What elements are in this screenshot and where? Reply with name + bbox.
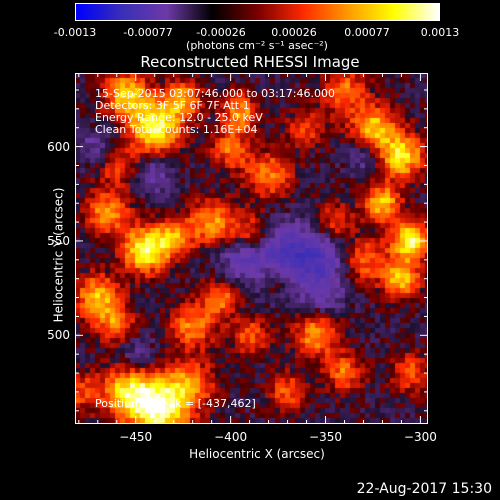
x-axis-label: Heliocentric X (arcsec) <box>189 447 325 461</box>
x-tick-label: −400 <box>214 430 248 444</box>
colorbar-tick-label: 0.00026 <box>271 26 317 39</box>
chart-title: Reconstructed RHESSI Image <box>140 53 360 71</box>
footer-timestamp: 22-Aug-2017 15:30 <box>356 481 492 497</box>
colorbar-tick-label: 0.0013 <box>420 26 460 39</box>
x-tick-label: −350 <box>309 430 342 444</box>
colorbar <box>75 3 440 21</box>
colorbar-unit-label: (photons cm⁻² s⁻¹ asec⁻²) <box>186 39 328 52</box>
peak-position-label: Position of Peak = [-437,462] <box>95 397 256 410</box>
info-line: Detectors: 3F 5F 6F 7F Att 1 <box>95 99 250 112</box>
colorbar-tick-label: 0.00077 <box>344 26 390 39</box>
x-tick-label: −300 <box>403 430 437 444</box>
plot-overlay: 15-Sep-2015 03:07:46.000 to 03:17:46.000… <box>75 73 428 424</box>
colorbar-tick-label: -0.00026 <box>196 26 246 39</box>
info-line: Clean Total counts: 1.16E+04 <box>95 123 258 136</box>
plot-area: 15-Sep-2015 03:07:46.000 to 03:17:46.000… <box>75 73 428 424</box>
y-tick-label: 550 <box>47 233 70 248</box>
y-tick-label: 500 <box>47 328 70 343</box>
y-axis-label: Heliocentric Y (arcsec) <box>51 187 66 323</box>
y-tick-label: 600 <box>47 139 70 154</box>
colorbar-tick-label: -0.0013 <box>53 26 97 39</box>
heatmap-image <box>75 73 428 424</box>
info-line: 15-Sep-2015 03:07:46.000 to 03:17:46.000 <box>95 87 335 100</box>
colorbar-tick-label: -0.00077 <box>123 26 173 39</box>
info-line: Energy Range: 12.0 - 25.0 keV <box>95 111 263 124</box>
plot-frame-border <box>75 73 428 424</box>
x-tick-label: −450 <box>119 430 153 444</box>
